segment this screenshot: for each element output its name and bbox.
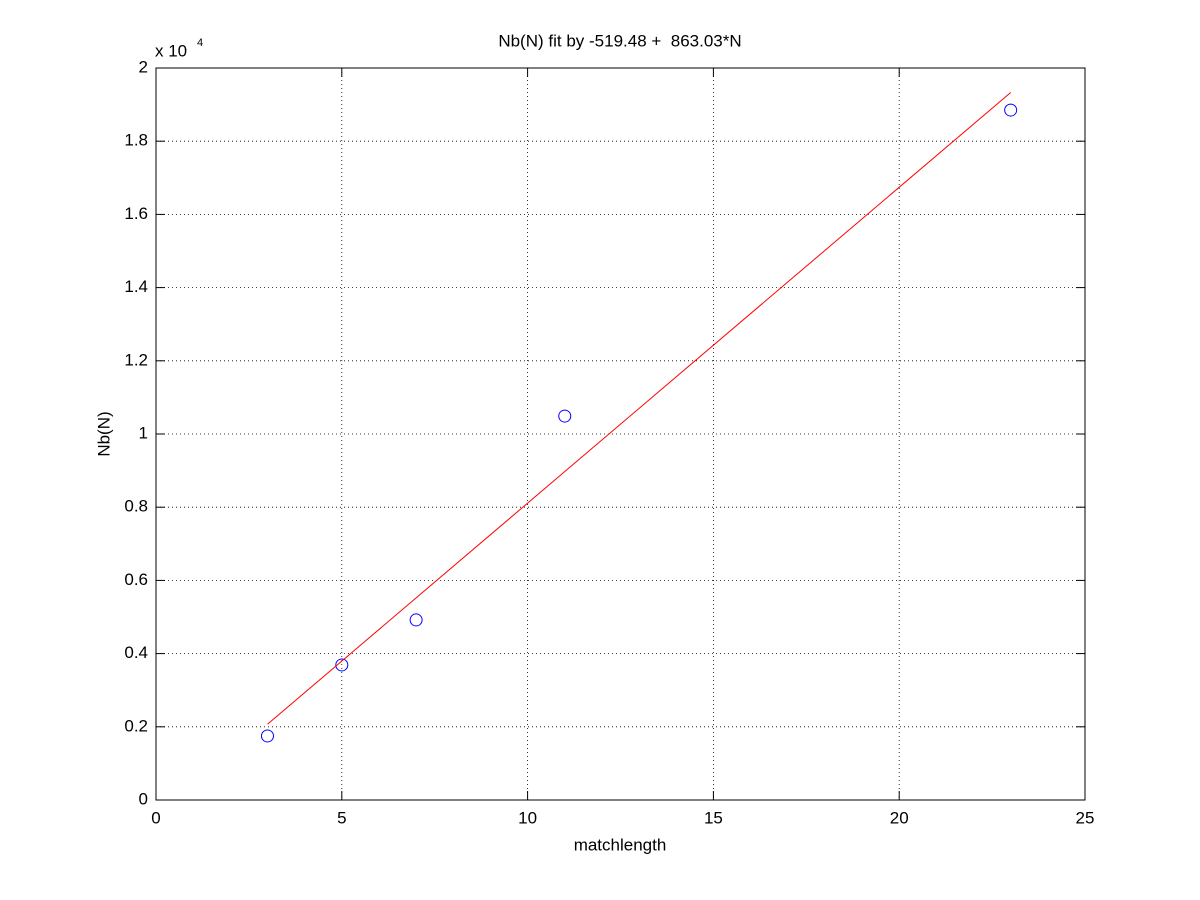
y-tick-label: 0 [139, 789, 148, 808]
axes-box [155, 67, 1086, 801]
y-axis-label: Nb(N) [94, 411, 113, 456]
x-tick-label: 0 [151, 808, 160, 827]
data-point [558, 409, 572, 423]
data-point [1004, 103, 1018, 117]
y-tick-label: 0.6 [124, 570, 148, 589]
data-point [335, 658, 349, 672]
x-tick-label: 10 [518, 808, 537, 827]
y-tick-label: 1 [139, 423, 148, 442]
y-tick-label: 1.2 [124, 350, 148, 369]
data-point [409, 613, 423, 627]
chart-title: Nb(N) fit by -519.48 + 863.03*N [498, 31, 741, 50]
x-tick-label: 25 [1076, 808, 1095, 827]
y-tick-label: 0.2 [124, 716, 148, 735]
y-exponent-base: x 10 [155, 41, 187, 60]
y-tick-label: 0.8 [124, 497, 148, 516]
y-tick-label: 1.4 [124, 277, 148, 296]
y-tick-label: 1.8 [124, 131, 148, 150]
x-axis-label: matchlength [574, 835, 667, 854]
y-tick-label: 2 [139, 57, 148, 76]
y-tick-label: 1.6 [124, 204, 148, 223]
y-tick-label: 0.4 [124, 643, 148, 662]
data-point [260, 729, 274, 743]
fit-line [267, 92, 1012, 725]
x-tick-label: 15 [704, 808, 723, 827]
x-tick-label: 5 [337, 808, 346, 827]
x-tick-label: 20 [890, 808, 909, 827]
y-exponent-power: 4 [197, 37, 203, 49]
